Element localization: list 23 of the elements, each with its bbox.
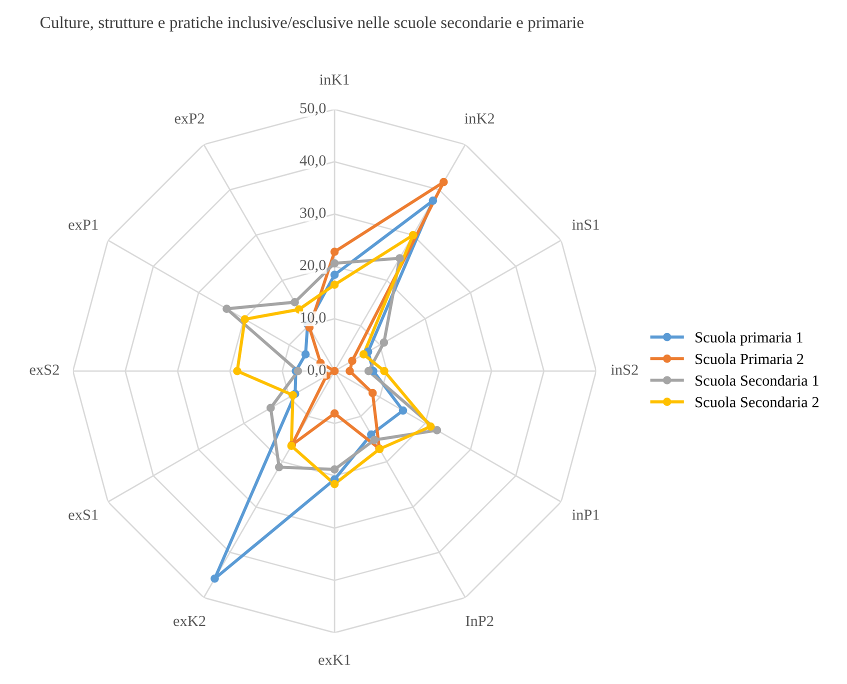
spoke-label: InP2: [466, 616, 494, 626]
y-tick-label: 10,0: [300, 312, 326, 325]
spoke-label: exP2: [174, 113, 204, 124]
legend-label: Scuola Secondaria 2: [696, 396, 818, 408]
spoke-label: exK2: [174, 616, 206, 626]
spoke-label: exP1: [68, 220, 98, 230]
spoke-label: inP1: [572, 510, 599, 520]
legend-label: Scuola Primaria 2: [696, 353, 804, 364]
y-tick-label: 50,0: [300, 102, 326, 116]
spoke-label: exS2: [30, 364, 59, 375]
spoke-label: inK1: [320, 74, 349, 85]
spoke-label: inS1: [572, 220, 599, 230]
y-tick-label: 0,0: [308, 364, 326, 378]
y-tick-label: 20,0: [300, 260, 326, 272]
y-tick-label: 40,0: [300, 155, 326, 168]
spoke-label: inS2: [610, 364, 638, 375]
legend-label: Scuola Secondaria 1: [696, 374, 818, 386]
legend-label: Scuola primaria 1: [696, 332, 802, 346]
chart-title: Culture, strutture e pratiche inclusive/esclusive nelle scuole secondarie e primarie: [40, 16, 584, 32]
spoke-label: exS1: [68, 510, 98, 520]
y-tick-label: 30,0: [300, 208, 326, 220]
spoke-label: exK1: [318, 654, 350, 665]
spoke-label: inK2: [464, 113, 494, 124]
